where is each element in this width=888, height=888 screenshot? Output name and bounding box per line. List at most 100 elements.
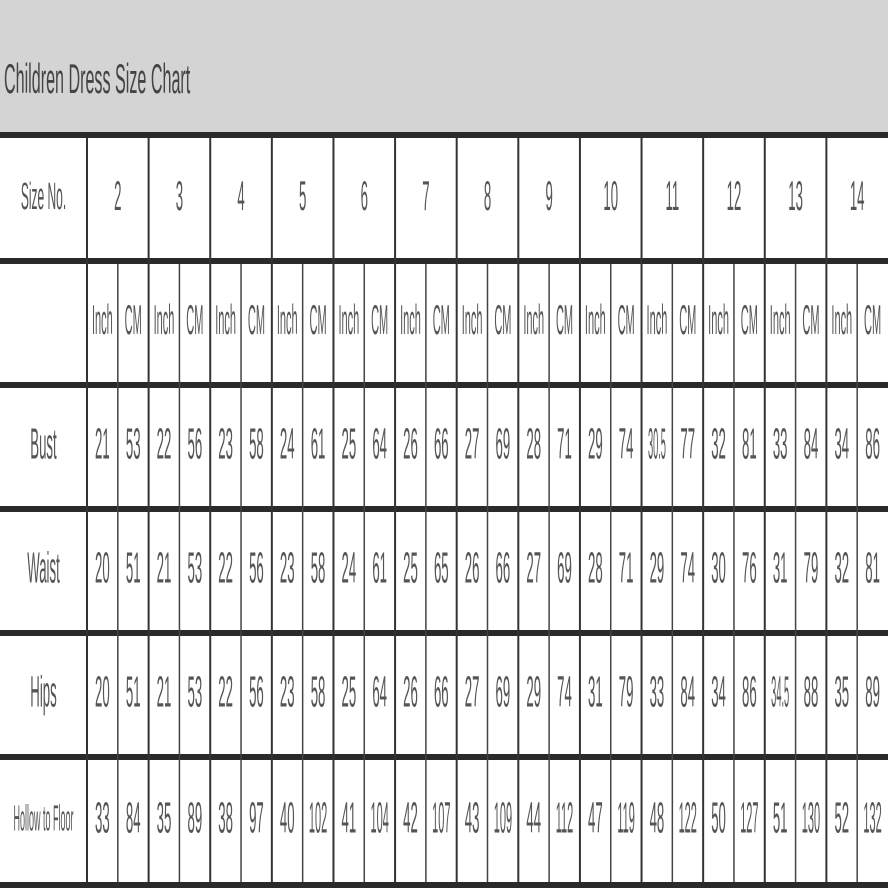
cell-value: 27 xyxy=(465,419,480,468)
cell-value: 127 xyxy=(740,793,758,842)
cell-value: 97 xyxy=(249,793,264,842)
unit-label: Inch xyxy=(770,296,791,344)
cell-value: 58 xyxy=(311,667,326,716)
cell-value: 22 xyxy=(218,543,233,592)
cell-value: 84 xyxy=(680,667,695,716)
cell-value: 21 xyxy=(157,667,172,716)
cell-value: 22 xyxy=(157,419,172,468)
cell-value: 69 xyxy=(557,543,572,592)
unit-label: CM xyxy=(618,296,635,344)
unit-label: CM xyxy=(186,296,203,344)
cell-value: 84 xyxy=(126,793,141,842)
cell-value: 40 xyxy=(280,793,295,842)
cell-value: 34 xyxy=(834,419,849,468)
size-label: 11 xyxy=(665,172,679,219)
cell-value: 89 xyxy=(187,793,202,842)
cell-value: 47 xyxy=(588,793,603,842)
cell-value: 48 xyxy=(650,793,665,842)
row-separator xyxy=(0,258,888,264)
cell-value: 35 xyxy=(834,667,849,716)
cell-value: 29 xyxy=(650,543,665,592)
cell-value: 56 xyxy=(187,419,202,468)
cell-value: 89 xyxy=(865,667,880,716)
cell-value: 69 xyxy=(496,667,511,716)
cell-value: 31 xyxy=(773,543,788,592)
cell-value: 22 xyxy=(218,667,233,716)
cell-value: 30.5 xyxy=(648,418,666,468)
cell-value: 28 xyxy=(588,543,603,592)
cell-value: 51 xyxy=(126,543,141,592)
row-label: Bust xyxy=(30,419,56,468)
row-label: Hips xyxy=(30,667,56,716)
cell-value: 34 xyxy=(711,667,726,716)
cell-value: 65 xyxy=(434,543,449,592)
cell-value: 86 xyxy=(742,667,757,716)
unit-label: Inch xyxy=(277,296,298,344)
cell-value: 102 xyxy=(309,793,327,842)
unit-label: CM xyxy=(802,296,819,344)
cell-value: 112 xyxy=(556,793,574,842)
cell-value: 44 xyxy=(526,793,541,842)
cell-value: 52 xyxy=(834,793,849,842)
row-separator xyxy=(0,506,888,512)
size-label: 3 xyxy=(176,172,183,219)
cell-value: 74 xyxy=(557,667,572,716)
cell-value: 41 xyxy=(342,793,357,842)
row-label: Waist xyxy=(27,543,59,592)
unit-label: Inch xyxy=(708,296,729,344)
cell-value: 64 xyxy=(372,419,387,468)
cell-value: 77 xyxy=(680,419,695,468)
cell-value: 66 xyxy=(434,419,449,468)
cell-value: 130 xyxy=(802,793,820,842)
cell-value: 50 xyxy=(711,793,726,842)
unit-label: CM xyxy=(494,296,511,344)
cell-value: 74 xyxy=(680,543,695,592)
cell-value: 58 xyxy=(249,419,264,468)
unit-label: Inch xyxy=(585,296,606,344)
cell-value: 24 xyxy=(342,543,357,592)
cell-value: 51 xyxy=(126,667,141,716)
cell-value: 26 xyxy=(403,419,418,468)
cell-value: 32 xyxy=(834,543,849,592)
cell-value: 33 xyxy=(650,667,665,716)
row-label: Hollow to Floor xyxy=(14,798,74,839)
cell-value: 43 xyxy=(465,793,480,842)
cell-value: 23 xyxy=(218,419,233,468)
cell-value: 84 xyxy=(804,419,819,468)
cell-value: 25 xyxy=(403,543,418,592)
cell-value: 71 xyxy=(557,419,572,468)
cell-value: 25 xyxy=(342,419,357,468)
cell-value: 81 xyxy=(742,419,757,468)
cell-value: 34.5 xyxy=(771,666,789,716)
size-label: 9 xyxy=(545,172,552,219)
cell-value: 86 xyxy=(865,419,880,468)
cell-value: 51 xyxy=(773,793,788,842)
row-separator xyxy=(0,754,888,760)
cell-value: 26 xyxy=(403,667,418,716)
cell-value: 53 xyxy=(187,667,202,716)
size-label: 5 xyxy=(299,172,306,219)
cell-value: 35 xyxy=(157,793,172,842)
size-label: 10 xyxy=(603,172,618,219)
size-label: 8 xyxy=(484,172,491,219)
size-label: 2 xyxy=(114,172,121,219)
row-label: Size No. xyxy=(21,174,66,217)
cell-value: 23 xyxy=(280,667,295,716)
cell-value: 26 xyxy=(465,543,480,592)
unit-label: Inch xyxy=(400,296,421,344)
cell-value: 24 xyxy=(280,419,295,468)
cell-value: 109 xyxy=(494,793,512,842)
cell-value: 20 xyxy=(95,667,110,716)
size-label: 6 xyxy=(361,172,368,219)
unit-label: CM xyxy=(741,296,758,344)
cell-value: 53 xyxy=(187,543,202,592)
cell-value: 32 xyxy=(711,419,726,468)
cell-value: 25 xyxy=(342,667,357,716)
cell-value: 104 xyxy=(370,793,388,842)
row-separator xyxy=(0,132,888,138)
cell-value: 27 xyxy=(465,667,480,716)
unit-label: CM xyxy=(679,296,696,344)
cell-value: 56 xyxy=(249,667,264,716)
unit-label: CM xyxy=(248,296,265,344)
